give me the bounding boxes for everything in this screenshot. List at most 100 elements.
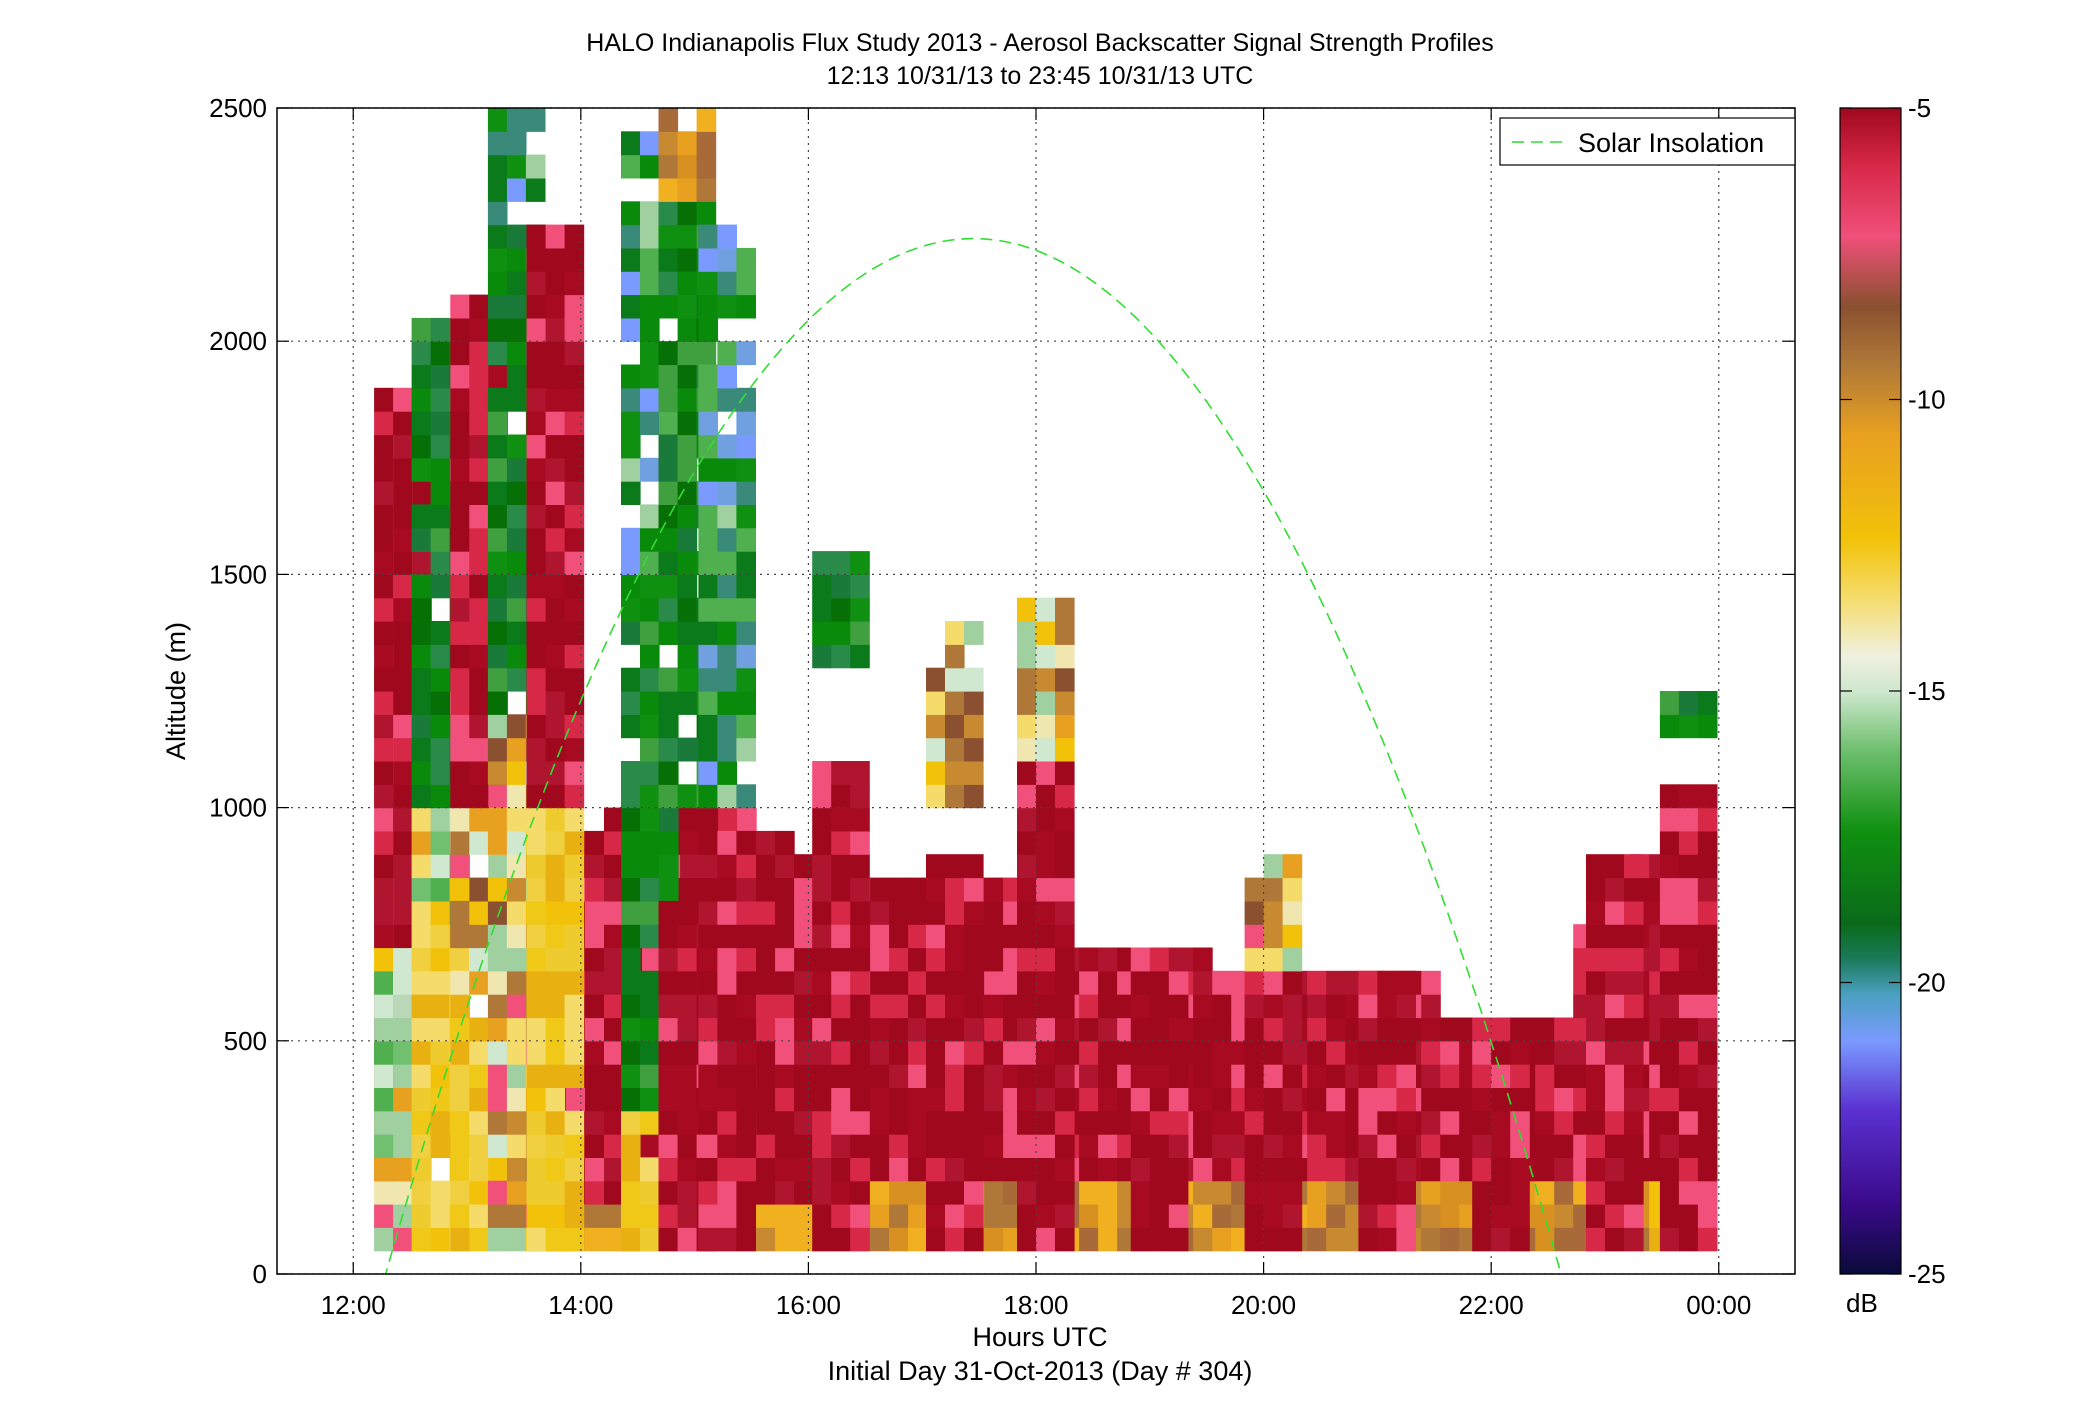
heatmap-cell (964, 784, 984, 809)
heatmap-cell (393, 877, 413, 902)
heatmap-cell (506, 877, 527, 902)
heatmap-cell (374, 830, 394, 855)
heatmap-cell (658, 131, 679, 156)
heatmap-cell (680, 807, 700, 832)
heatmap-cell (450, 1227, 470, 1252)
heatmap-cell (698, 1180, 718, 1205)
heatmap-cell (450, 644, 470, 669)
heatmap-cell (1586, 1134, 1606, 1158)
heatmap-cell (545, 621, 566, 645)
heatmap-cell (831, 1040, 851, 1065)
heatmap-cell (736, 597, 756, 622)
heatmap-cell (411, 1157, 432, 1182)
heatmap-cell (545, 1040, 566, 1065)
heatmap-cell (1017, 854, 1037, 879)
heatmap-cell (1282, 947, 1303, 972)
heatmap-cell (564, 1064, 585, 1088)
heatmap-cell (450, 854, 470, 879)
heatmap-cell (1244, 1087, 1265, 1112)
heatmap-cell (564, 1040, 585, 1065)
heatmap-cell (677, 1180, 698, 1205)
heatmap-cell (564, 364, 585, 389)
heatmap-cell (677, 224, 698, 249)
heatmap-cell (926, 1157, 946, 1182)
heatmap-cell (698, 877, 718, 902)
heatmap-cell (450, 784, 470, 809)
heatmap-cell (698, 924, 718, 949)
heatmap-cell (640, 644, 660, 669)
heatmap-cell (677, 1157, 698, 1182)
heatmap-cell (1212, 1227, 1232, 1252)
heatmap-cell (393, 644, 413, 669)
heatmap-cell (1554, 1227, 1574, 1252)
heatmap-cell (658, 947, 679, 972)
heatmap-cell (812, 1134, 832, 1158)
heatmap-cell (812, 994, 832, 1019)
heatmap-cell (487, 807, 508, 832)
heatmap-cell (469, 1017, 489, 1042)
y-tick-label: 1000 (209, 793, 267, 823)
heatmap-cell (1036, 1087, 1056, 1112)
heatmap-cell (1017, 737, 1037, 762)
heatmap-cell (1358, 994, 1378, 1019)
heatmap-cell (1017, 691, 1037, 715)
heatmap-cell (585, 994, 605, 1019)
heatmap-cell (564, 947, 585, 972)
heatmap-cell (677, 271, 698, 296)
heatmap-cell (926, 691, 946, 715)
heatmap-cell (640, 131, 660, 156)
heatmap-cell (1491, 1110, 1511, 1135)
heatmap-cell (698, 1110, 718, 1135)
heatmap-cell (1678, 994, 1699, 1019)
heatmap-cell (564, 527, 585, 552)
heatmap-cell (564, 1017, 585, 1042)
heatmap-cell (469, 644, 489, 669)
heatmap-cell (564, 877, 585, 902)
heatmap-cell (984, 924, 1004, 949)
heatmap-cell (1535, 1227, 1555, 1252)
heatmap-cell (450, 481, 470, 505)
heatmap-cell (469, 1134, 489, 1158)
heatmap-cell (545, 994, 566, 1019)
heatmap-cell (393, 737, 413, 762)
heatmap-cell (411, 994, 432, 1019)
heatmap-cell (964, 1204, 984, 1228)
heatmap-cell (850, 970, 870, 995)
heatmap-cell (1307, 1204, 1327, 1228)
heatmap-cell (411, 504, 432, 529)
heatmap-cell (393, 900, 413, 925)
heatmap-cell (1055, 644, 1075, 669)
heatmap-cell (1149, 1204, 1170, 1228)
heatmap-cell (1055, 597, 1075, 622)
heatmap-cell (506, 597, 527, 622)
heatmap-cell (564, 341, 585, 366)
heatmap-cell (831, 807, 851, 832)
heatmap-cell (526, 877, 547, 902)
heatmap-cell (411, 527, 432, 552)
heatmap-cell (945, 667, 965, 692)
heatmap-cell (1535, 1157, 1555, 1182)
heatmap-cell (469, 597, 489, 622)
heatmap-cell (1055, 667, 1075, 692)
heatmap-cell (775, 1134, 795, 1158)
heatmap-cell (1678, 1204, 1699, 1228)
heatmap-cell (658, 1157, 679, 1182)
heatmap-cell (1697, 691, 1718, 715)
heatmap-cell (604, 830, 624, 855)
heatmap-cell (698, 900, 718, 925)
heatmap-cell (677, 178, 698, 202)
heatmap-cell (430, 737, 451, 762)
heatmap-cell (831, 551, 851, 575)
heatmap-cell (717, 1110, 737, 1135)
heatmap-cell (1535, 1110, 1555, 1135)
heatmap-cell (640, 877, 660, 902)
heatmap-cell (374, 714, 394, 739)
heatmap-cell (526, 644, 547, 669)
heatmap-cell (1659, 1204, 1680, 1228)
heatmap-cell (1491, 1134, 1511, 1158)
heatmap-cell (677, 994, 698, 1019)
heatmap-cell (945, 877, 965, 902)
heatmap-cell (1244, 1110, 1265, 1135)
heatmap-cell (564, 970, 585, 995)
heatmap-cell (487, 947, 508, 972)
